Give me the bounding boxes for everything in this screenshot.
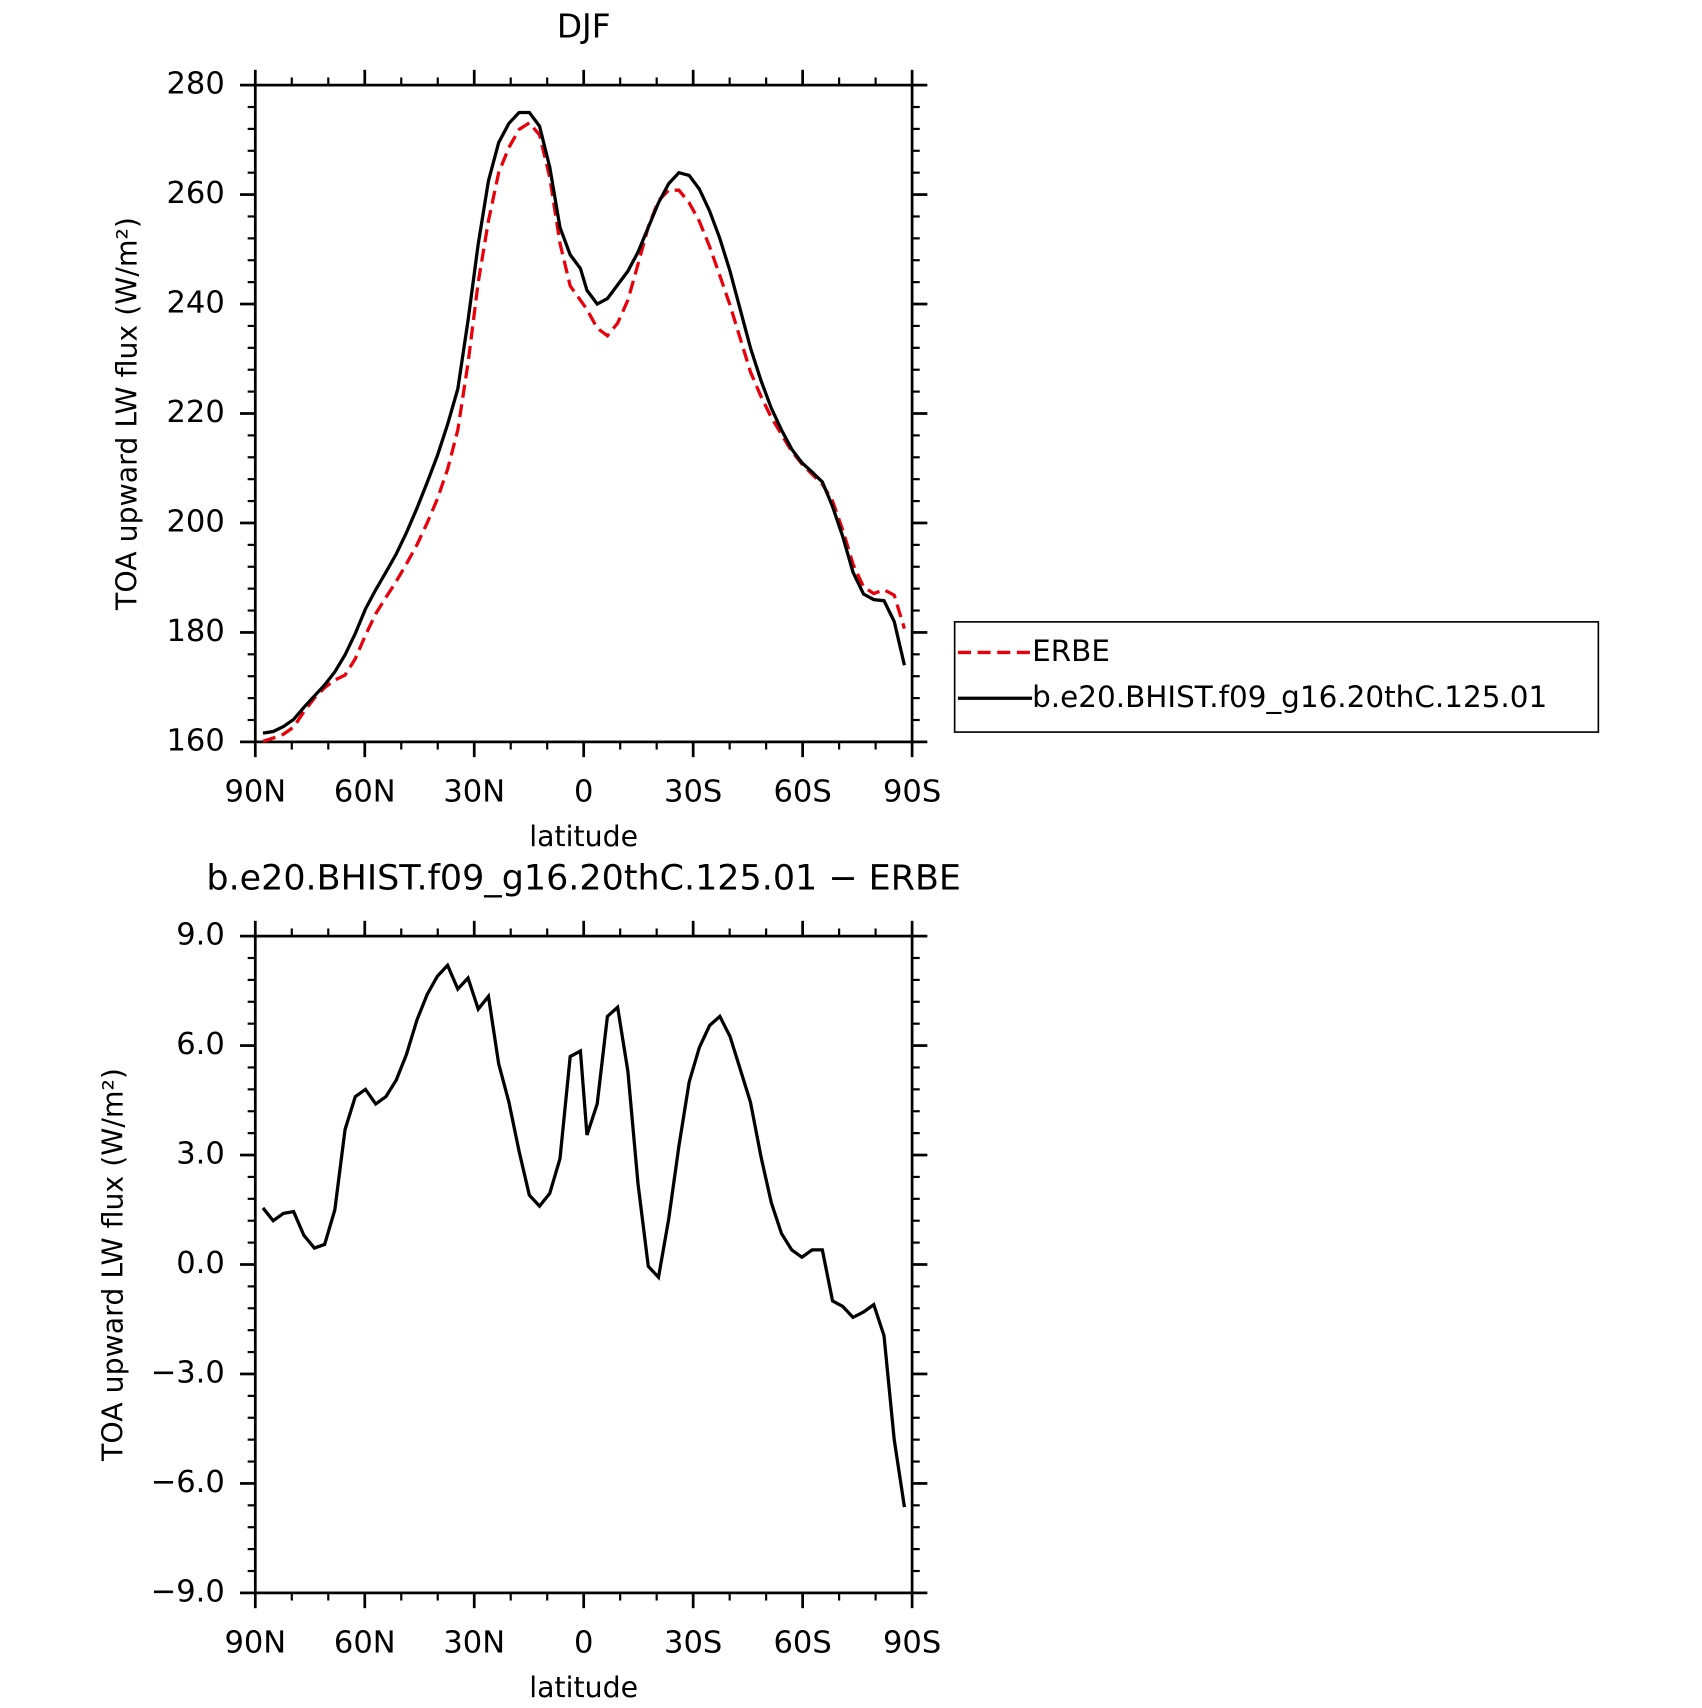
legend-label: b.e20.BHIST.f09_g16.20thC.125.01 [1032, 680, 1547, 714]
y-tick-label: 3.0 [176, 1137, 225, 1172]
chart-title: b.e20.BHIST.f09_g16.20thC.125.01 − ERBE [206, 858, 961, 898]
y-tick-label: 9.0 [176, 918, 225, 953]
x-tick-label: 30N [443, 1626, 505, 1661]
data-line [262, 110, 907, 735]
x-axis-label: latitude [529, 820, 638, 853]
x-tick-label: 90S [883, 775, 941, 810]
x-tick-label: 90N [224, 1626, 286, 1661]
x-tick-label: 60N [334, 1626, 396, 1661]
legend-box [953, 621, 1600, 733]
x-tick-label: 60N [334, 775, 396, 810]
y-tick-label: 0.0 [176, 1246, 225, 1281]
y-tick-label: 160 [166, 723, 224, 758]
y-tick-label: 200 [166, 504, 224, 539]
plot-frame [253, 83, 914, 744]
y-tick-label: −9.0 [151, 1574, 225, 1609]
y-tick-label: 180 [166, 614, 224, 649]
y-tick-label: 6.0 [176, 1027, 225, 1062]
x-tick-label: 0 [574, 1626, 593, 1661]
x-tick-label: 90N [224, 775, 286, 810]
x-tick-label: 60S [774, 1626, 832, 1661]
x-tick-label: 30S [664, 775, 722, 810]
plot-frame [253, 934, 914, 1595]
x-tick-label: 0 [574, 775, 593, 810]
y-tick-label: −3.0 [151, 1355, 225, 1390]
x-tick-label: 30N [443, 775, 505, 810]
legend-label: ERBE [1032, 634, 1110, 668]
data-line [262, 120, 907, 743]
chart-title: DJF [557, 7, 611, 45]
x-tick-label: 90S [883, 1626, 941, 1661]
x-tick-label: 30S [664, 1626, 722, 1661]
x-axis-label: latitude [529, 1671, 638, 1704]
y-tick-label: 240 [166, 286, 224, 321]
x-tick-label: 60S [774, 775, 832, 810]
y-axis-label: TOA upward LW flux (W/m²) [111, 217, 144, 611]
data-line [261, 962, 907, 1508]
y-tick-label: −6.0 [151, 1465, 225, 1500]
y-tick-label: 260 [166, 176, 224, 211]
y-tick-label: 220 [166, 395, 224, 430]
y-tick-label: 280 [166, 67, 224, 102]
y-axis-label: TOA upward LW flux (W/m²) [97, 1068, 130, 1462]
